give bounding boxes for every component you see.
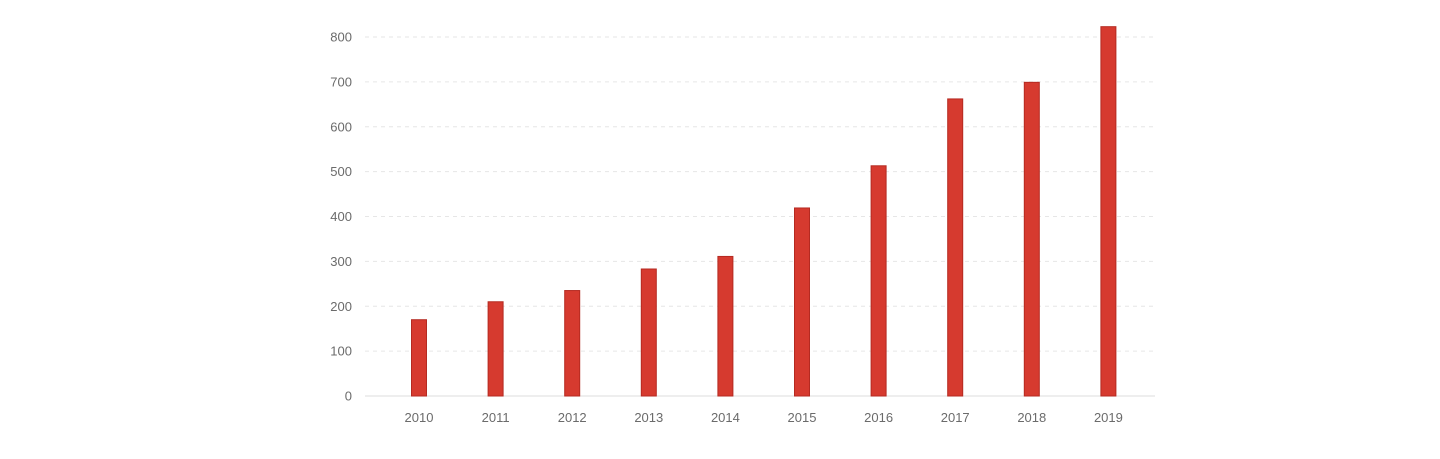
- x-tick-label: 2012: [558, 410, 587, 425]
- y-tick-label: 500: [330, 164, 352, 179]
- bar-2012[interactable]: [564, 290, 581, 397]
- bar-2013[interactable]: [640, 268, 657, 397]
- y-tick-label: 0: [345, 389, 352, 404]
- x-tick-label: 2014: [711, 410, 740, 425]
- x-tick-label: 2011: [482, 410, 510, 425]
- y-tick-label: 700: [330, 74, 352, 89]
- y-tick-label: 600: [330, 119, 352, 134]
- y-tick-label: 300: [330, 254, 352, 269]
- y-tick-label: 800: [330, 30, 352, 45]
- y-tick-label: 100: [330, 344, 352, 359]
- bar-2018[interactable]: [1023, 81, 1040, 397]
- x-tick-label: 2015: [788, 410, 817, 425]
- bar-2015[interactable]: [794, 207, 810, 397]
- x-tick-label: 2013: [634, 410, 663, 425]
- x-tick-label: 2010: [405, 410, 434, 425]
- x-axis: 2010 2011 2012 2013 2014 2015 2016 2017 2018 2019: [405, 410, 1123, 425]
- x-tick-label: 2019: [1094, 410, 1123, 425]
- bar-2014[interactable]: [717, 255, 734, 397]
- bar-2016[interactable]: [870, 165, 887, 397]
- bar-2017[interactable]: [947, 98, 964, 397]
- bar-2010[interactable]: [411, 319, 427, 397]
- y-tick-label: 200: [330, 299, 352, 314]
- y-axis: 0 100 200 300 400 500 600 700 800: [330, 30, 352, 404]
- bars: [411, 26, 1117, 397]
- x-tick-label: 2016: [864, 410, 893, 425]
- bar-2011[interactable]: [487, 301, 504, 397]
- bar-2019[interactable]: [1100, 26, 1117, 397]
- x-tick-label: 2017: [941, 410, 970, 425]
- x-tick-label: 2018: [1017, 410, 1046, 425]
- y-tick-label: 400: [330, 209, 352, 224]
